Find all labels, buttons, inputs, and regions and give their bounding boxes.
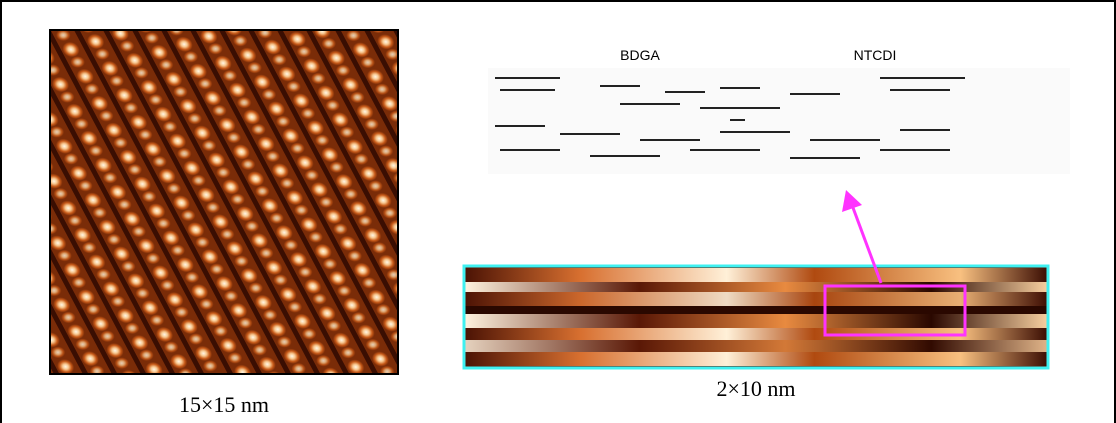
molecule-label: NTCDI — [854, 47, 897, 63]
figure: 15×15 nm BDGA NTCDI — [0, 0, 1116, 423]
molecule-label: BDGA — [620, 47, 660, 63]
caption: 15×15 nm — [179, 392, 269, 417]
stm-image-large — [50, 30, 398, 374]
molecular-model — [488, 68, 1070, 174]
caption: 2×10 nm — [716, 376, 795, 401]
stm-image-small — [464, 266, 1048, 368]
page: 15×15 nm BDGA NTCDI — [0, 0, 1116, 423]
